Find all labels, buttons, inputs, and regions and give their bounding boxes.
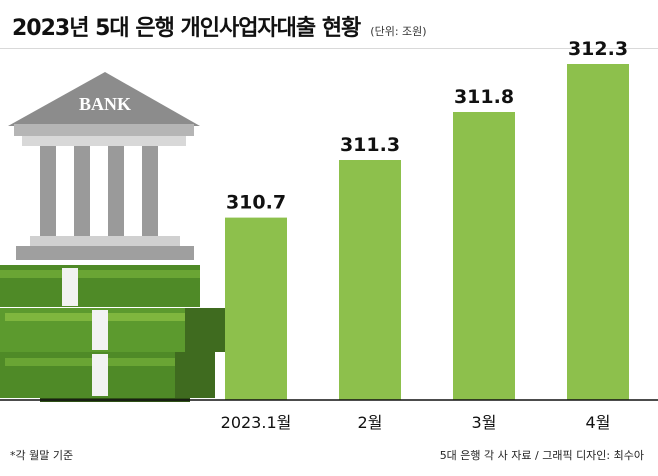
bar-1 (225, 217, 287, 400)
bar-value-label: 311.3 (340, 134, 400, 156)
x-tick-label: 3월 (472, 413, 497, 432)
bank-illustration: BANK (0, 72, 225, 402)
unit-label: (단위: 조원) (370, 25, 427, 38)
source-note: 5대 은행 각 사 자료 / 그래픽 디자인: 최수아 (439, 449, 644, 462)
bar-2 (339, 160, 401, 400)
bank-sign: BANK (79, 94, 131, 114)
top-divider (0, 48, 658, 49)
cash-stack (0, 265, 225, 402)
chart-title-row: 2023년 5대 은행 개인사업자대출 현황 (단위: 조원) (12, 10, 427, 42)
x-tick-label: 2월 (358, 413, 383, 432)
chart-title: 2023년 5대 은행 개인사업자대출 현황 (12, 16, 361, 41)
bar-value-label: 311.8 (454, 86, 514, 108)
bar-4 (567, 64, 629, 400)
x-tick-label: 4월 (586, 413, 611, 432)
bank-building: BANK (8, 72, 200, 260)
bars-group: 310.7 311.3 311.8 312.3 (225, 38, 629, 400)
footnote: *각 월말 기준 (10, 449, 74, 462)
x-ticks-group: 2023.1월 2월 3월 4월 (221, 413, 611, 432)
bar-3 (453, 112, 515, 400)
bar-value-label: 312.3 (568, 38, 628, 60)
bar-value-label: 310.7 (226, 192, 286, 214)
x-tick-label: 2023.1월 (221, 413, 292, 432)
